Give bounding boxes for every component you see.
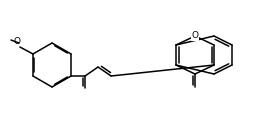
Text: O: O — [192, 31, 199, 41]
Text: O: O — [13, 37, 20, 46]
